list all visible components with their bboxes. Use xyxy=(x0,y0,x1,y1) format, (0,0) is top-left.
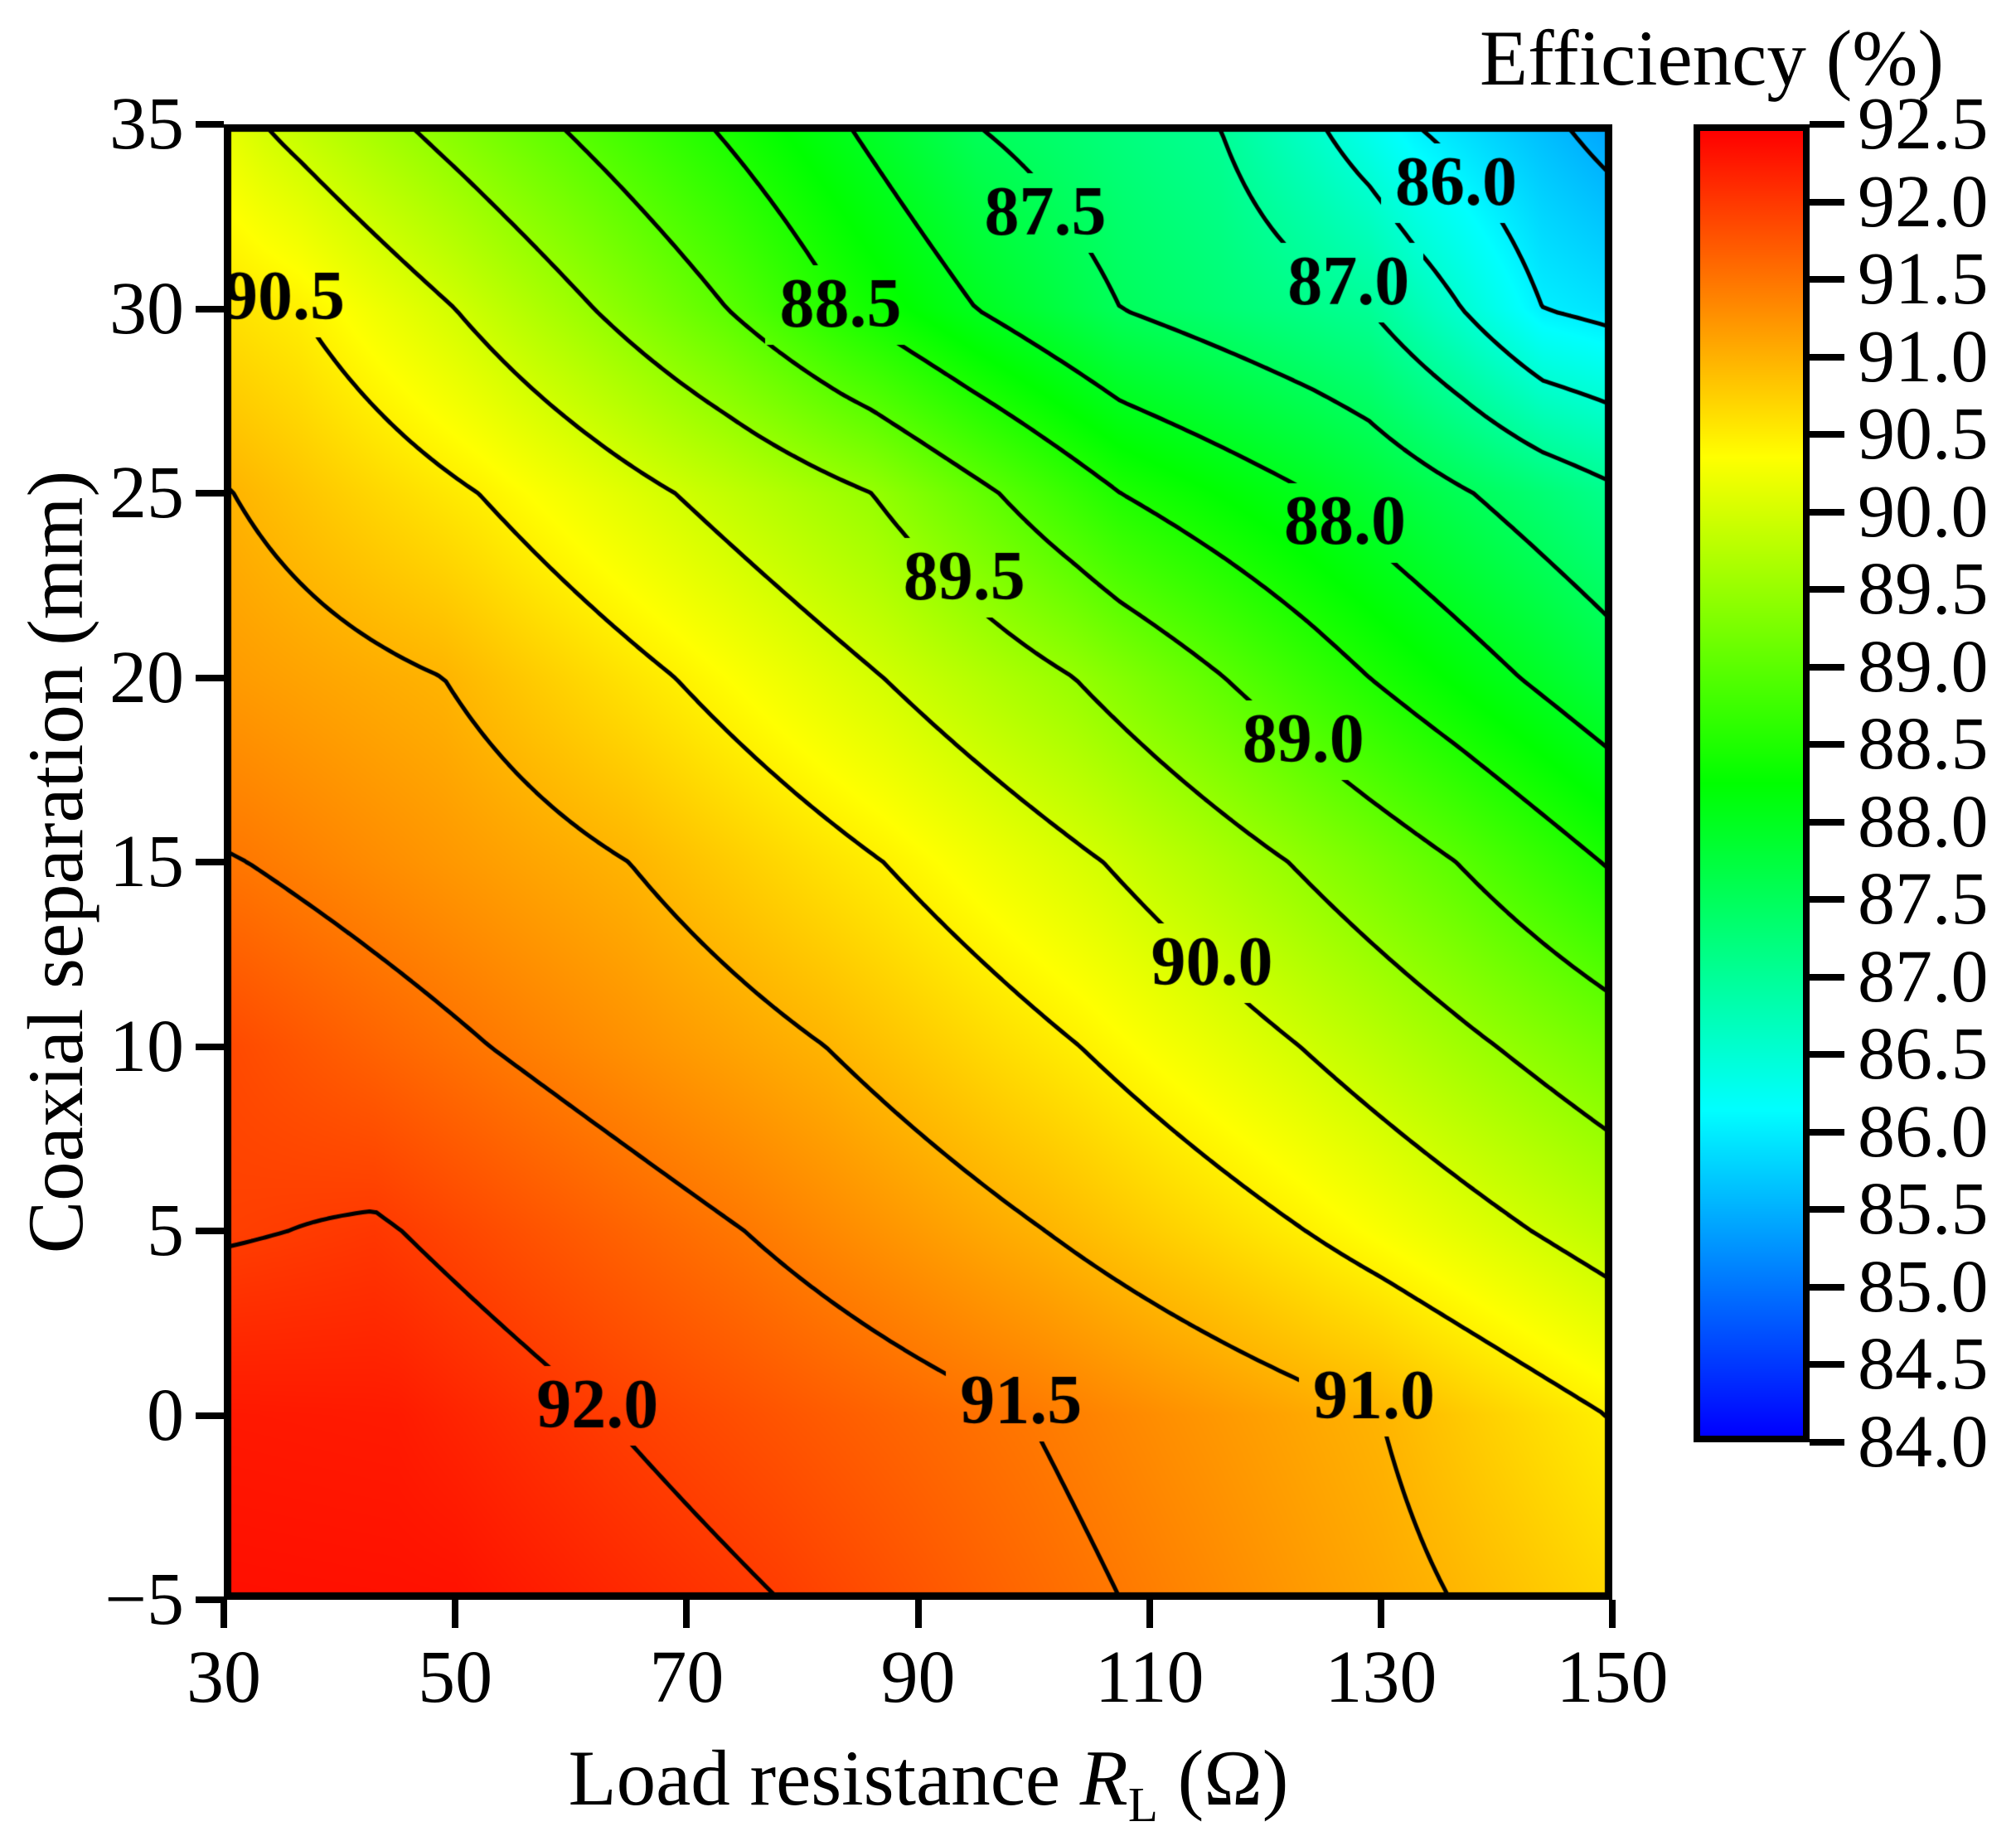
y-tick-mark xyxy=(196,490,224,497)
x-tick-label: 150 xyxy=(1556,1636,1669,1718)
x-tick-label: 70 xyxy=(649,1636,724,1718)
y-tick-label: 0 xyxy=(147,1373,184,1456)
x-tick-label: 90 xyxy=(880,1636,956,1718)
x-tick-mark xyxy=(1146,1600,1153,1628)
contour-plot-canvas xyxy=(224,124,1612,1600)
colorbar-tick-label: 86.5 xyxy=(1858,1013,1989,1096)
colorbar-tick-label: 85.0 xyxy=(1858,1245,1989,1328)
colorbar-tick-label: 88.0 xyxy=(1858,780,1989,863)
colorbar-tick-mark xyxy=(1810,663,1844,671)
y-tick-mark xyxy=(196,121,224,128)
colorbar-tick-mark xyxy=(1810,586,1844,593)
x-axis-title-text: Load resistance xyxy=(568,1734,1080,1822)
x-axis-title: Load resistance RL (Ω) xyxy=(348,1732,1509,1834)
y-tick-label: 35 xyxy=(109,83,184,165)
colorbar-tick-label: 89.5 xyxy=(1858,548,1989,631)
y-tick-mark xyxy=(196,305,224,312)
colorbar-tick-label: 86.0 xyxy=(1858,1090,1989,1173)
x-tick-label: 130 xyxy=(1325,1636,1437,1718)
colorbar-tick-label: 91.5 xyxy=(1858,238,1989,321)
colorbar-tick-label: 89.0 xyxy=(1858,625,1989,708)
colorbar-tick-mark xyxy=(1810,1206,1844,1214)
y-tick-mark xyxy=(196,674,224,681)
x-tick-mark xyxy=(1377,1600,1384,1628)
x-tick-label: 110 xyxy=(1094,1636,1204,1718)
y-tick-label: 5 xyxy=(147,1189,184,1272)
y-tick-label: 30 xyxy=(109,267,184,350)
colorbar-tick-mark xyxy=(1810,818,1844,826)
colorbar-tick-mark xyxy=(1810,431,1844,438)
colorbar-tick-mark xyxy=(1810,353,1844,361)
colorbar-tick-mark xyxy=(1810,1361,1844,1369)
colorbar-tick-label: 87.0 xyxy=(1858,935,1989,1018)
colorbar-tick-mark xyxy=(1810,1283,1844,1291)
y-tick-mark xyxy=(196,1228,224,1234)
colorbar-tick-mark xyxy=(1810,1051,1844,1059)
x-tick-mark xyxy=(1609,1600,1616,1628)
colorbar-tick-mark xyxy=(1810,508,1844,516)
x-tick-mark xyxy=(914,1600,922,1628)
y-tick-mark xyxy=(196,1412,224,1419)
y-tick-label: 10 xyxy=(109,1005,184,1088)
x-tick-mark xyxy=(452,1600,459,1628)
y-tick-label: 20 xyxy=(109,636,184,719)
colorbar-tick-label: 90.0 xyxy=(1858,470,1989,553)
colorbar-tick-mark xyxy=(1810,198,1844,206)
colorbar-tick-mark xyxy=(1810,741,1844,749)
x-tick-mark xyxy=(683,1600,691,1628)
y-tick-label: 25 xyxy=(109,452,184,534)
colorbar-tick-label: 92.5 xyxy=(1858,83,1989,165)
colorbar-tick-mark xyxy=(1810,973,1844,981)
colorbar-title: Efficiency (%) xyxy=(1479,14,1944,102)
colorbar-tick-label: 90.5 xyxy=(1858,393,1989,476)
colorbar-tick-mark xyxy=(1810,896,1844,904)
x-axis-title-units: (Ω) xyxy=(1157,1734,1289,1822)
colorbar-tick-mark xyxy=(1810,1439,1844,1446)
colorbar-tick-label: 84.5 xyxy=(1858,1323,1989,1406)
colorbar xyxy=(1694,124,1810,1442)
colorbar-tick-mark xyxy=(1810,121,1844,128)
x-tick-mark xyxy=(220,1600,227,1628)
colorbar-tick-label: 87.5 xyxy=(1858,858,1989,941)
y-tick-label: −5 xyxy=(104,1558,184,1640)
colorbar-tick-label: 85.5 xyxy=(1858,1168,1989,1251)
x-tick-label: 30 xyxy=(187,1636,261,1718)
y-tick-mark xyxy=(196,1043,224,1050)
colorbar-tick-label: 92.0 xyxy=(1858,160,1989,243)
colorbar-tick-label: 91.0 xyxy=(1858,315,1989,398)
y-tick-label: 15 xyxy=(109,821,184,903)
y-tick-mark xyxy=(196,859,224,865)
x-axis-symbol: R xyxy=(1079,1734,1128,1822)
x-axis-symbol-subscript: L xyxy=(1127,1778,1158,1832)
x-tick-label: 50 xyxy=(418,1636,493,1718)
colorbar-tick-mark xyxy=(1810,276,1844,283)
colorbar-tick-mark xyxy=(1810,1128,1844,1136)
colorbar-tick-label: 88.5 xyxy=(1858,703,1989,786)
colorbar-tick-label: 84.0 xyxy=(1858,1401,1989,1483)
y-tick-mark xyxy=(196,1596,224,1603)
